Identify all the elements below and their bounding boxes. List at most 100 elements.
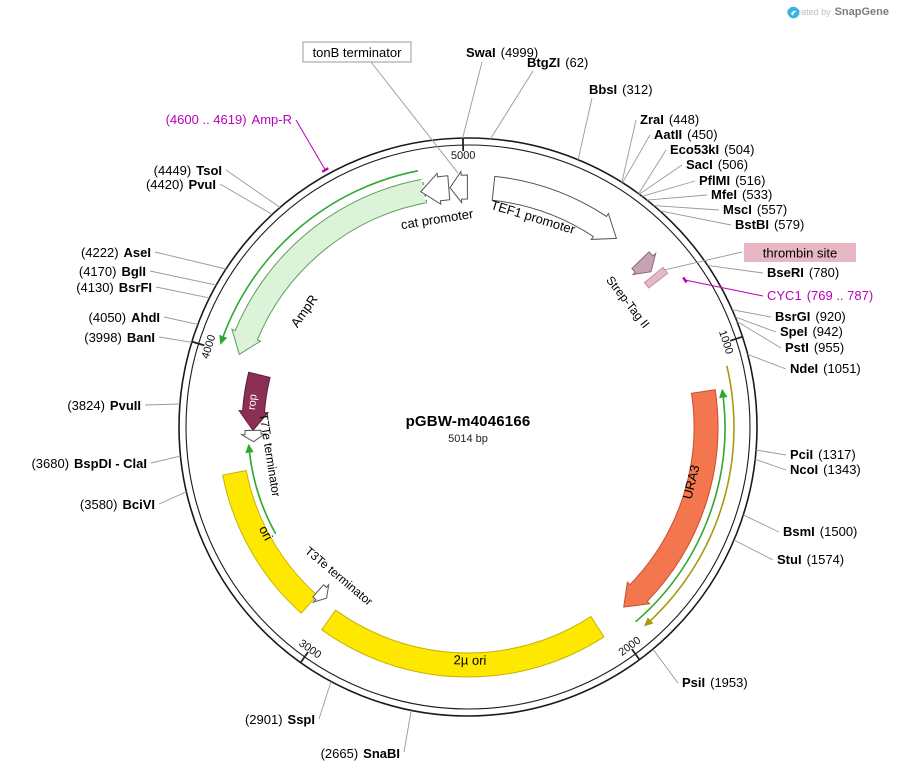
scale-label-1000: 1000 <box>716 329 735 356</box>
site-label-aatii: AatII (450) <box>654 127 718 142</box>
feature-strep-tag-ii <box>631 251 657 276</box>
feature-ura3 <box>623 389 719 608</box>
site-label-asei: (4222) AseI <box>81 245 151 260</box>
site-label-bsrfi: (4130) BsrFI <box>76 280 152 295</box>
scale-tick-2000 <box>631 648 641 661</box>
site-label-sspi: (2901) SspI <box>245 712 315 727</box>
site-leader-pvui <box>219 183 273 215</box>
cyc1-mark-leader <box>684 279 764 297</box>
snapgene-logo-icon <box>787 6 799 19</box>
ori-orf-body <box>248 452 277 535</box>
site-label-pvui: (4420) PvuI <box>146 177 216 192</box>
ori-orf-head <box>245 443 254 454</box>
site-leader-bseri <box>707 264 764 274</box>
site-leader-bsmi <box>743 514 780 533</box>
site-label-psii: PsiI (1953) <box>682 675 748 690</box>
site-label-btgzi: BtgZI (62) <box>527 55 588 70</box>
feature-label-ori: ori <box>256 523 276 543</box>
site-leader-ncoi <box>755 458 787 471</box>
site-leader-asei <box>154 251 227 270</box>
site-label-ahdi: (4050) AhdI <box>89 310 160 325</box>
feature-label-cat-promoter: cat promoter <box>400 206 475 232</box>
site-leader-bsrfi <box>155 286 210 299</box>
feature-tonb-terminator <box>449 170 468 205</box>
site-label-bspdi-clai: (3680) BspDI - ClaI <box>31 456 147 471</box>
feature-cat-promoter <box>420 172 451 206</box>
snapgene-watermark: Created by SnapGene <box>786 6 889 19</box>
watermark-brand: SnapGene <box>834 6 889 18</box>
site-leader-spei <box>735 316 777 333</box>
site-leader-ndei <box>747 353 787 370</box>
site-leader-ahdi <box>163 316 198 325</box>
feature-label-rop: rop <box>246 394 260 411</box>
site-label-swai: SwaI (4999) <box>466 45 538 60</box>
site-label-bcivi: (3580) BciVI <box>80 497 155 512</box>
site-leader-bspdi-clai <box>150 455 181 464</box>
feature-tef1-promoter <box>491 175 618 240</box>
site-leader-pflmi <box>641 180 696 197</box>
scale-label-4000: 4000 <box>200 333 219 360</box>
feature-ampr <box>231 178 428 356</box>
feature-label-2u-ori: 2µ ori <box>453 652 486 668</box>
scale-tick-3000 <box>299 651 309 664</box>
feature-t3te-terminator <box>311 583 330 604</box>
plasmid-ring-outer <box>178 137 758 717</box>
site-label-pvuii: (3824) PvuII <box>67 398 141 413</box>
site-label-saci: SacI (506) <box>686 157 748 172</box>
site-leader-bani <box>158 336 192 343</box>
site-leader-saci <box>638 164 683 195</box>
site-leader-pvuii <box>144 403 180 406</box>
watermark-created-by: Created by <box>786 7 831 17</box>
site-leader-bstbi <box>659 210 732 226</box>
site-label-zrai: ZraI (448) <box>640 112 699 127</box>
feature-label-box-tonb-terminator <box>302 41 412 63</box>
site-label-bstbi: BstBI (579) <box>735 217 804 232</box>
site-label-pflmi: PflMI (516) <box>699 173 765 188</box>
feature-label-thrombin-site: thrombin site <box>763 245 837 260</box>
site-label-ndei: NdeI (1051) <box>790 361 861 376</box>
site-leader-snabi <box>403 710 412 753</box>
amp-r-mark-leader <box>295 119 326 171</box>
site-leader-sspi <box>318 681 332 720</box>
plasmid-ring-inner <box>185 144 751 710</box>
feature-rop <box>238 371 271 432</box>
feature-label-tonb-terminator: tonB terminator <box>313 45 403 60</box>
feature-label-box-thrombin-site <box>744 243 856 262</box>
ura3-orf-body <box>635 397 726 623</box>
ampr-orf-body <box>222 170 419 337</box>
feature-label-t7te-terminator: T7Te terminator <box>256 412 283 497</box>
feature-ampr-dashed-edge <box>421 179 428 203</box>
ura3-olive-head <box>644 617 654 627</box>
site-leader-psii <box>652 648 679 684</box>
scale-label-3000: 3000 <box>296 637 323 661</box>
site-leader-psti <box>736 321 782 349</box>
feature-thrombin-site <box>643 266 669 289</box>
site-label-spei: SpeI (942) <box>780 324 843 339</box>
site-leader-bsrgi <box>732 309 772 318</box>
site-leader-msci <box>653 205 720 211</box>
site-leader-bgli <box>149 270 217 286</box>
site-label-bsrgi: BsrGI (920) <box>775 309 846 324</box>
scale-label-2000: 2000 <box>616 634 643 658</box>
site-label-cyc1: CYC1 (769 .. 787) <box>767 288 873 303</box>
site-leader-btgzi <box>490 70 534 140</box>
site-label-pcii: PciI (1317) <box>790 447 856 462</box>
site-label-bseri: BseRI (780) <box>767 265 839 280</box>
scale-label-5000: 5000 <box>451 150 476 162</box>
site-label-ncoi: NcoI (1343) <box>790 462 861 477</box>
site-label-bbsi: BbsI (312) <box>589 82 653 97</box>
site-leader-pcii <box>756 449 787 456</box>
ura3-orf-head <box>719 388 728 399</box>
site-leader-swai <box>462 61 483 139</box>
site-label-bgli: (4170) BglI <box>79 264 146 279</box>
site-leader-tsoi <box>225 169 281 208</box>
feature-leader-tonb-terminator <box>370 61 459 174</box>
scale-tick-4000 <box>191 340 205 347</box>
scale-tick-1000 <box>729 335 743 342</box>
feature-leader-thrombin-site <box>664 251 743 271</box>
site-label-stui: StuI (1574) <box>777 552 844 567</box>
site-label-tsoi: (4449) TsoI <box>154 163 222 178</box>
feature-ori <box>222 469 318 614</box>
site-label-snabi: (2665) SnaBI <box>321 746 400 761</box>
